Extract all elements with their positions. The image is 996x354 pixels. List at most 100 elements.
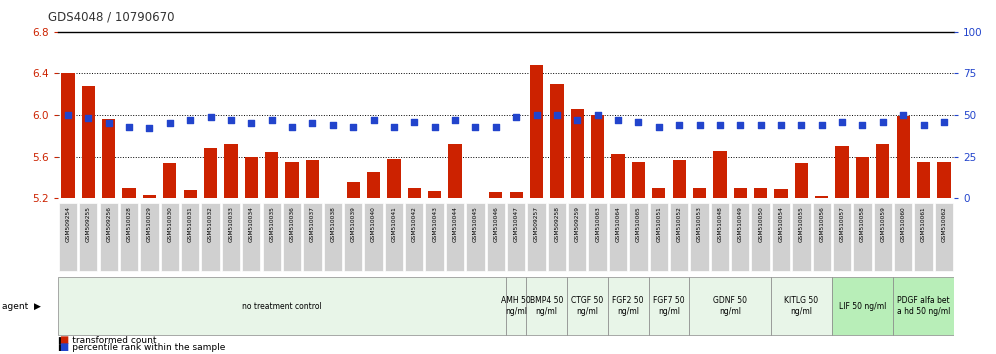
Point [936,119,952,125]
Text: GSM510058: GSM510058 [860,206,865,242]
Point [691,122,707,128]
FancyBboxPatch shape [487,203,505,272]
FancyBboxPatch shape [506,277,526,335]
Point [325,122,341,128]
FancyBboxPatch shape [854,203,872,272]
Text: GSM510036: GSM510036 [290,206,295,242]
Point [773,122,789,128]
Text: ■: ■ [59,335,68,345]
Bar [876,144,889,198]
Bar [795,163,808,198]
Text: GSM510047: GSM510047 [514,206,519,242]
Text: GSM510042: GSM510042 [411,206,416,242]
Bar [713,152,726,198]
Text: FGF2 50
ng/ml: FGF2 50 ng/ml [613,296,644,316]
Bar [693,188,706,198]
Text: GSM509254: GSM509254 [66,206,71,242]
Bar [631,162,645,198]
Text: GSM510037: GSM510037 [310,206,315,242]
Point [712,122,728,128]
Bar [245,157,258,198]
Text: GSM509256: GSM509256 [107,206,112,242]
Bar [896,116,910,198]
Bar [183,190,197,198]
Point [549,112,565,118]
Bar [123,188,135,198]
FancyBboxPatch shape [201,203,220,272]
FancyBboxPatch shape [568,203,587,272]
Text: GSM510029: GSM510029 [147,206,152,242]
Point [141,126,157,131]
Bar [102,119,116,198]
Bar [937,162,950,198]
Bar [550,84,564,198]
Point [874,119,890,125]
Bar [204,148,217,198]
Bar [856,157,870,198]
Text: GSM510060: GSM510060 [900,206,905,242]
Text: GSM510065: GSM510065 [635,206,640,242]
FancyBboxPatch shape [648,277,689,335]
FancyBboxPatch shape [914,203,933,272]
Text: ■  transformed count: ■ transformed count [58,336,156,345]
Text: GSM510050: GSM510050 [758,206,763,242]
Point [202,114,218,120]
Text: GSM510053: GSM510053 [697,206,702,242]
Point [570,117,586,123]
Point [630,119,646,125]
Point [386,124,402,130]
Bar [224,144,238,198]
FancyBboxPatch shape [608,277,648,335]
Point [529,112,545,118]
Text: GSM510033: GSM510033 [228,206,233,242]
Bar [489,192,502,198]
Text: GSM510032: GSM510032 [208,206,213,242]
Text: GSM509259: GSM509259 [575,206,580,242]
Text: GSM510043: GSM510043 [432,206,437,242]
Text: GSM510063: GSM510063 [596,206,601,242]
Point [243,120,259,126]
Bar [82,86,95,198]
FancyBboxPatch shape [589,203,607,272]
Point [366,117,381,123]
Bar [591,115,605,198]
Text: agent  ▶: agent ▶ [2,302,41,311]
Point [161,120,178,126]
Bar [530,65,543,198]
Text: GSM510052: GSM510052 [676,206,681,242]
FancyBboxPatch shape [813,203,831,272]
FancyBboxPatch shape [222,203,240,272]
Point [508,114,524,120]
Text: ■: ■ [59,342,68,352]
FancyBboxPatch shape [405,203,423,272]
Text: GSM510056: GSM510056 [820,206,825,242]
FancyBboxPatch shape [649,203,668,272]
Text: BMP4 50
ng/ml: BMP4 50 ng/ml [530,296,564,316]
Text: GDNF 50
ng/ml: GDNF 50 ng/ml [713,296,747,316]
FancyBboxPatch shape [303,203,322,272]
Point [346,124,362,130]
Bar [571,109,584,198]
FancyBboxPatch shape [527,203,546,272]
Point [101,120,117,126]
FancyBboxPatch shape [100,203,118,272]
FancyBboxPatch shape [425,203,444,272]
Text: FGF7 50
ng/ml: FGF7 50 ng/ml [653,296,685,316]
Text: GSM510062: GSM510062 [941,206,946,242]
Bar [367,172,380,198]
FancyBboxPatch shape [689,277,771,335]
Point [732,122,748,128]
Point [223,117,239,123]
FancyBboxPatch shape [365,203,382,272]
Text: GSM510031: GSM510031 [187,206,192,242]
Bar [836,146,849,198]
Point [488,124,504,130]
FancyBboxPatch shape [324,203,342,272]
Bar [387,159,400,198]
Bar [306,160,319,198]
FancyBboxPatch shape [629,203,647,272]
Text: GSM510048: GSM510048 [717,206,722,242]
FancyBboxPatch shape [140,203,158,272]
Text: GSM510044: GSM510044 [452,206,457,242]
Bar [448,144,462,198]
